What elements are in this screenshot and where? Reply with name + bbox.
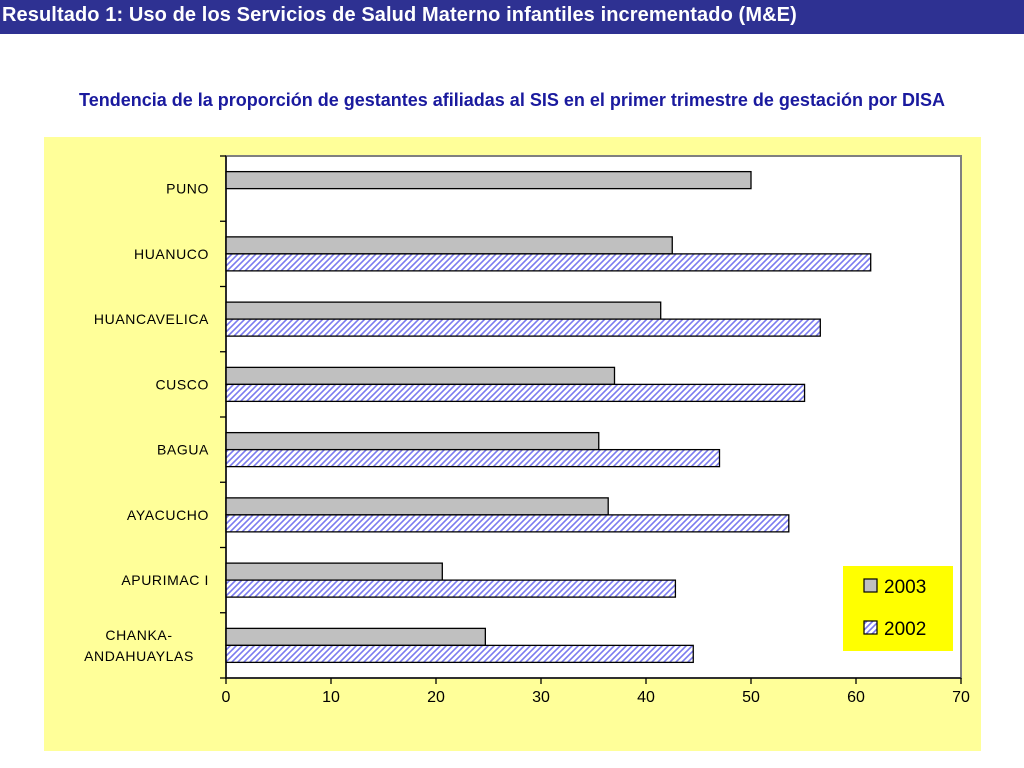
category-label: APURIMAC I — [121, 572, 209, 588]
slide-title: Resultado 1: Uso de los Servicios de Sal… — [2, 4, 797, 26]
category-label: BAGUA — [157, 442, 209, 458]
bar-2003-cusco — [225, 366, 616, 386]
bar-2002-bagua — [225, 448, 721, 468]
x-tick-label: 20 — [427, 689, 445, 706]
category-label: AYACUCHO — [127, 507, 209, 523]
x-tick-label: 50 — [742, 689, 760, 706]
legend-label-2002: 2002 — [884, 619, 926, 640]
bar-2003-chanka-andahuaylas — [225, 627, 487, 647]
legend-label-2003: 2003 — [884, 577, 926, 598]
chart-title: Tendencia de la proporción de gestantes … — [79, 90, 945, 110]
bar-2003-puno — [225, 170, 752, 190]
category-label: CHANKA- — [105, 627, 172, 643]
category-label: HUANUCO — [134, 246, 209, 262]
bar-2003-huanuco — [225, 236, 673, 255]
bar-2003-bagua — [225, 431, 600, 451]
category-label: CUSCO — [155, 376, 209, 392]
bar-2002-chanka-andahuaylas — [225, 644, 694, 664]
category-label: HUANCAVELICA — [94, 311, 209, 327]
bar-2002-cusco — [225, 383, 806, 403]
x-tick-label: 70 — [952, 689, 970, 706]
x-tick-label: 10 — [322, 689, 340, 706]
bar-2002-huanuco — [225, 253, 872, 272]
legend-swatch-2002 — [863, 620, 878, 635]
category-label: ANDAHUAYLAS — [84, 648, 194, 664]
header-bar: Resultado 1: Uso de los Servicios de Sal… — [0, 0, 1024, 34]
x-tick-label: 60 — [847, 689, 865, 706]
x-tick-label: 30 — [532, 689, 550, 706]
bar-2002-ayacucho — [225, 514, 790, 533]
legend-box — [843, 566, 953, 651]
bar-2003-huancavelica — [225, 301, 662, 320]
x-tick-label: 40 — [637, 689, 655, 706]
x-tick-label: 0 — [222, 689, 231, 706]
bar-2002-apurimac-i — [225, 579, 677, 598]
bar-2003-apurimac-i — [225, 562, 443, 581]
legend-swatch-2003 — [863, 578, 878, 593]
category-label: PUNO — [166, 181, 209, 197]
bar-2003-ayacucho — [225, 497, 609, 516]
bar-2002-huancavelica — [225, 318, 821, 337]
